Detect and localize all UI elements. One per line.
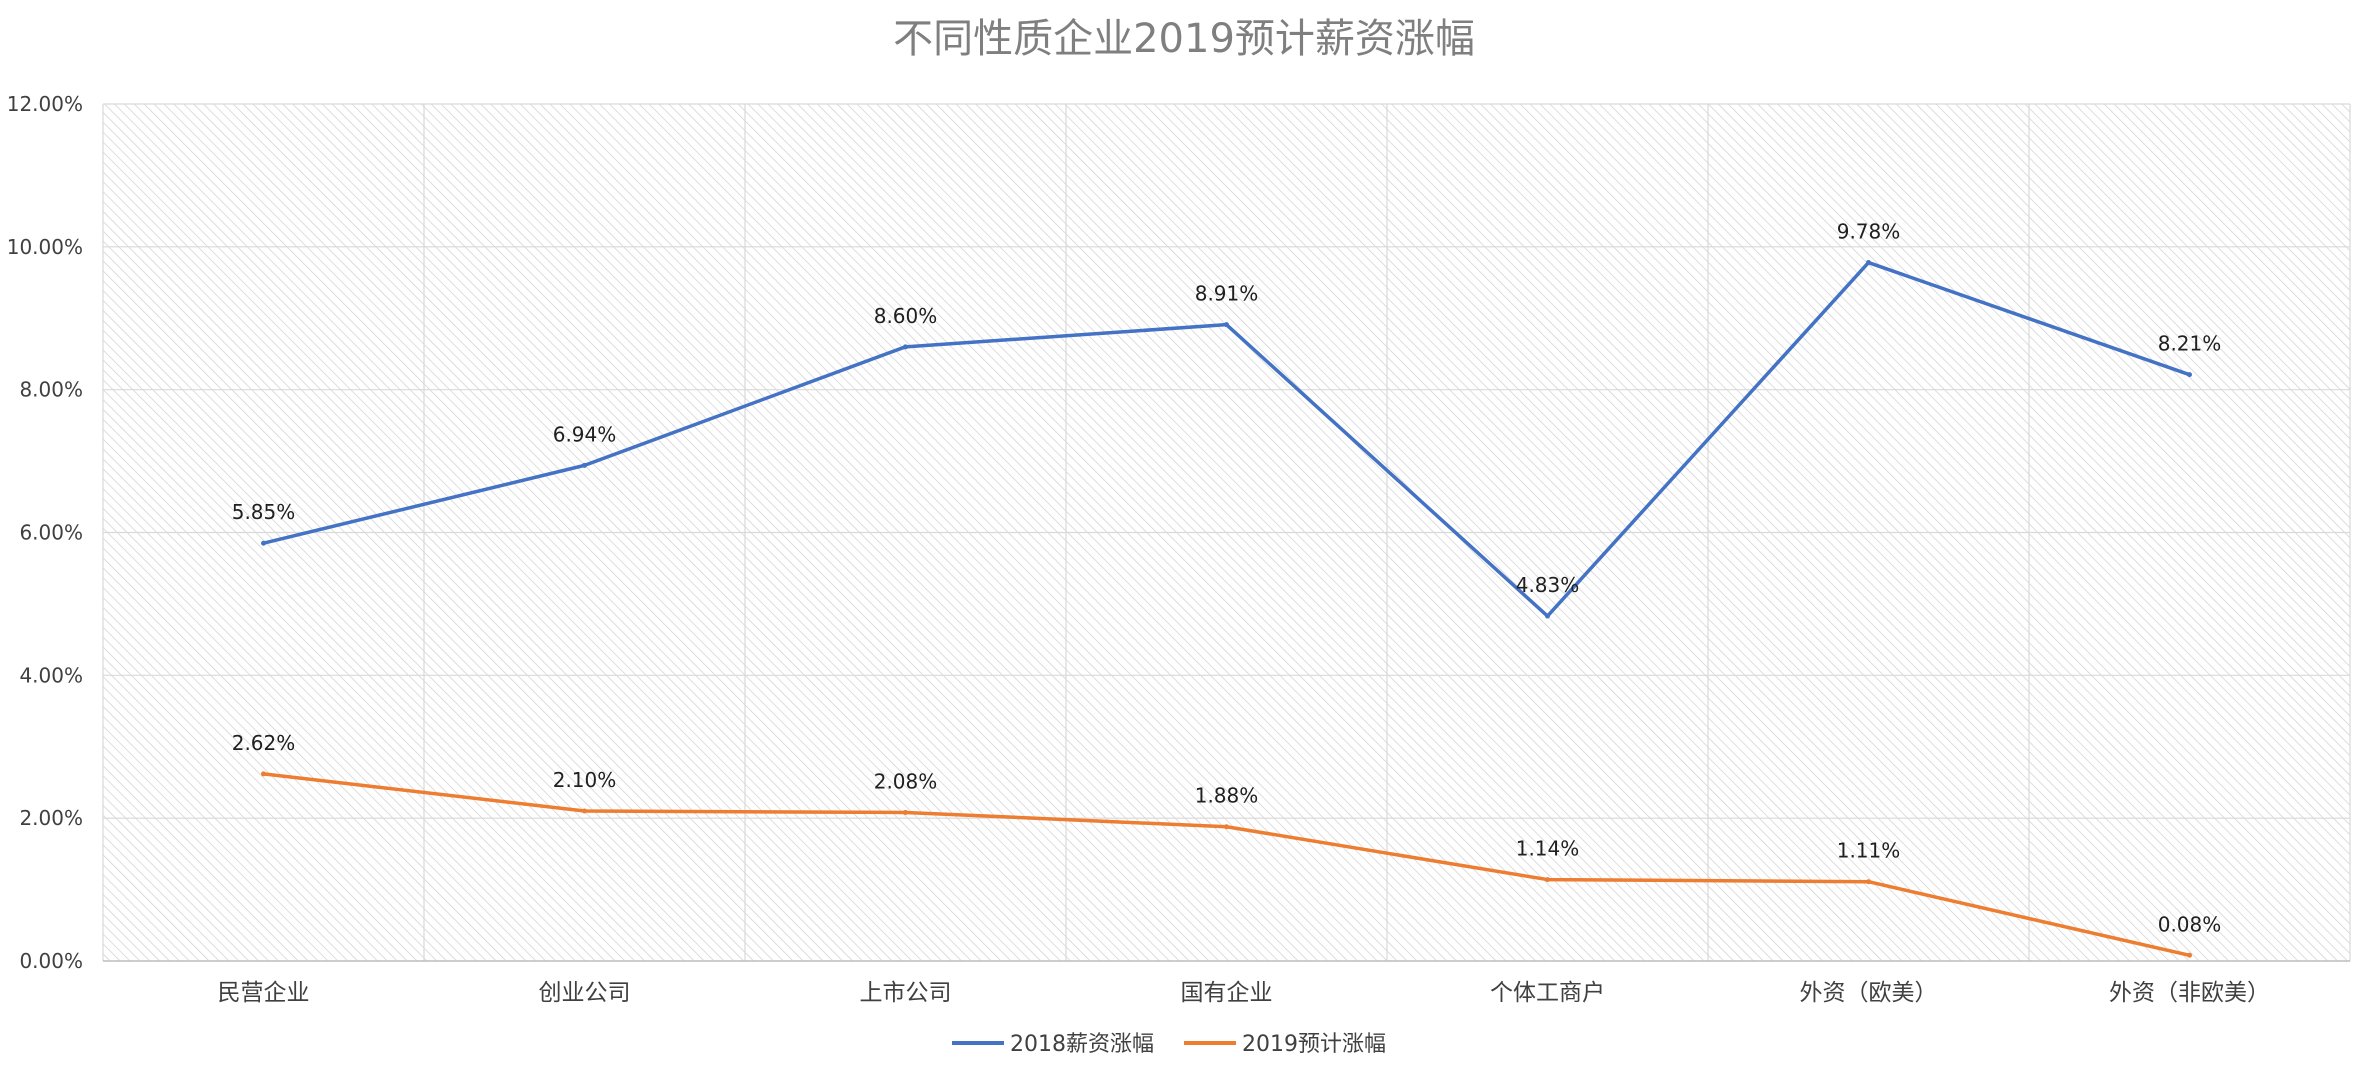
chart-title: 不同性质企业2019预计薪资涨幅 [893, 16, 1475, 62]
legend-item-2[interactable]: 2019预计涨幅 [1184, 1032, 1386, 1057]
data-point [1866, 879, 1871, 885]
data-point [1545, 877, 1550, 883]
y-tick-label: 6.00% [19, 521, 83, 545]
data-point [2187, 372, 2192, 378]
data-label: 5.85% [232, 500, 296, 524]
data-label: 1.11% [1837, 839, 1901, 863]
y-tick-label: 10.00% [7, 235, 83, 259]
data-point [582, 462, 587, 468]
x-tick-label: 个体工商户 [1490, 980, 1605, 1006]
data-label: 1.14% [1516, 837, 1580, 861]
data-label: 1.88% [1195, 784, 1259, 808]
data-point [903, 809, 908, 815]
x-tick-label: 国有企业 [1181, 980, 1273, 1006]
data-label: 2.10% [553, 768, 617, 792]
data-label: 8.60% [874, 304, 938, 328]
data-label: 4.83% [1516, 573, 1580, 597]
x-tick-label: 外资（欧美） [1800, 980, 1938, 1006]
data-point [1545, 613, 1550, 619]
x-tick-label: 上市公司 [860, 980, 952, 1006]
y-tick-label: 12.00% [7, 92, 83, 116]
legend-item-1[interactable]: 2018薪资涨幅 [952, 1032, 1154, 1057]
y-tick-label: 2.00% [19, 806, 83, 830]
data-point [261, 771, 266, 777]
data-point [582, 808, 587, 814]
legend[interactable]: 2018薪资涨幅 2019预计涨幅 [952, 1032, 1386, 1057]
legend-label: 2018薪资涨幅 [1010, 1032, 1154, 1057]
legend-label: 2019预计涨幅 [1242, 1032, 1386, 1057]
y-tick-label: 0.00% [19, 949, 83, 973]
y-tick-label: 4.00% [19, 663, 83, 687]
data-label: 8.91% [1195, 282, 1259, 306]
data-label: 0.08% [2158, 912, 2222, 936]
data-label: 6.94% [553, 422, 617, 446]
data-label: 8.21% [2158, 332, 2222, 356]
x-tick-label: 创业公司 [539, 980, 631, 1006]
data-point [2187, 952, 2192, 958]
data-label: 2.62% [232, 731, 296, 755]
data-label: 9.78% [1837, 220, 1901, 244]
y-tick-label: 8.00% [19, 378, 83, 402]
axes: 0.00% 2.00% 4.00% 6.00% 8.00% 10.00% 12.00% 民营企… [7, 92, 2350, 1006]
series [261, 260, 2192, 958]
data-label: 2.08% [874, 769, 938, 793]
x-tick-label: 民营企业 [218, 980, 310, 1006]
data-point [261, 540, 266, 546]
data-point [1866, 260, 1871, 266]
x-tick-label: 外资（非欧美） [2109, 980, 2270, 1006]
data-point [1224, 824, 1229, 830]
data-point [903, 344, 908, 350]
data-point [1224, 322, 1229, 328]
data-labels: 5.85% 6.94% 8.60% 8.91% 4.83% 9.78% 8.21% 2.62%… [232, 220, 2222, 937]
